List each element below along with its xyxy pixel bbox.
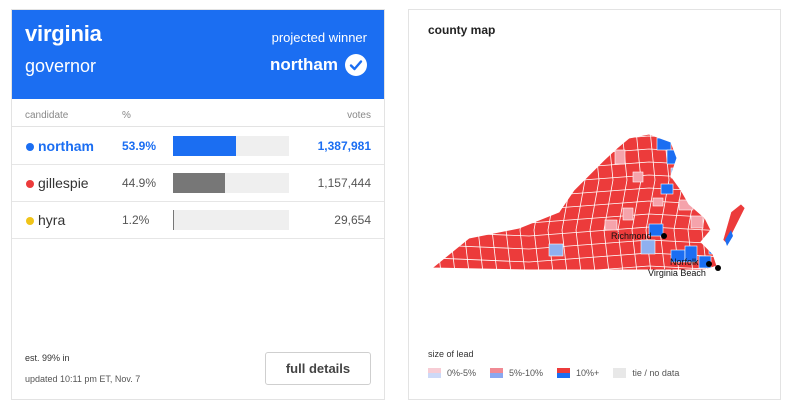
vote-share-fill [173,173,225,193]
winner-name: northam [270,55,338,74]
county-shape [548,243,564,257]
candidate-name: hyra [38,212,66,228]
candidate-votes: 29,654 [334,213,371,227]
race-card: virginia governor projected winner north… [11,9,385,400]
eastern-shore [722,203,746,245]
county-boundary [432,148,717,159]
office-name: governor [25,56,97,76]
legend-title: size of lead [428,349,474,359]
candidate-votes: 1,157,444 [317,176,371,190]
city-label-virginia-beach: Virginia Beach [648,268,706,278]
candidate-name: northam [38,138,94,154]
checkmark-icon [345,54,367,76]
legend-label: 0%-5% [447,368,477,378]
county-shape [604,219,618,231]
state-name: virginia [25,21,102,46]
county-shape [622,207,634,221]
vote-share-bar [173,136,289,156]
county-boundary [432,135,717,146]
candidate-row: northam 53.9% 1,387,981 [12,128,384,165]
city-label-norfolk: Norfolk [670,257,699,267]
county-shape [640,239,656,255]
candidate-percent: 44.9% [122,176,157,190]
county-map[interactable]: Richmond Norfolk Virginia Beach [409,120,782,290]
map-counties [409,134,782,288]
legend-swatch [490,368,504,378]
state-outline [430,133,718,271]
projected-winner: northam [270,54,367,76]
header-votes: votes [347,110,371,121]
candidate-row: hyra 1.2% 29,654 [12,202,384,239]
map-title: county map [428,23,496,37]
legend-item: tie / no data [613,368,679,378]
vote-share-bar [173,173,289,193]
legend-label: 5%-10% [509,368,544,378]
legend-swatch [428,368,441,378]
county-shape [614,149,626,165]
county-boundary [715,134,717,270]
candidate-votes: 1,387,981 [317,139,371,153]
county-shape [632,171,644,183]
legend-swatch [613,368,627,378]
map-legend: 0%-5% 5%-10% 10%+ tie / no data [428,368,679,378]
county-shape [648,223,664,237]
city-label-richmond: Richmond [611,231,652,241]
county-shape [660,183,674,195]
legend-label: tie / no data [632,368,680,378]
norfolk-marker-icon [706,261,712,267]
richmond-marker-icon [661,233,667,239]
candidate-percent: 53.9% [122,139,157,153]
county-shape [684,245,698,263]
updated-timestamp: updated 10:11 pm ET, Nov. 7 [25,374,141,384]
county-boundary [645,134,656,270]
results-table-header: candidate % votes [12,107,384,127]
legend-swatch [557,368,571,378]
vote-share-fill [173,210,174,230]
candidate-percent: 1.2% [122,213,150,227]
candidate-name: gillespie [38,175,89,191]
eastern-shore-county [725,230,733,246]
county-shape [652,197,664,207]
legend-item: 0%-5% [428,368,476,378]
party-dot-icon [26,217,34,225]
legend-item: 5%-10% [490,368,543,378]
reporting-status: est. 99% in [25,353,70,363]
race-header: virginia governor projected winner north… [12,10,384,99]
legend-item: 10%+ [557,368,599,378]
legend-label: 10%+ [576,368,600,378]
candidate-row: gillespie 44.9% 1,157,444 [12,165,384,202]
projected-winner-label: projected winner [271,30,367,45]
county-shape [690,215,704,229]
map-card: county map Richmond Norfolk Virginia Bea… [408,9,781,400]
party-dot-icon [26,180,34,188]
vote-share-bar [173,210,289,230]
vote-share-fill [173,136,236,156]
virginia-beach-marker-icon [715,265,721,271]
full-details-button[interactable]: full details [265,352,371,385]
party-dot-icon [26,143,34,151]
county-boundary [409,279,782,288]
header-candidate: candidate [25,110,69,121]
header-percent: % [122,110,131,121]
